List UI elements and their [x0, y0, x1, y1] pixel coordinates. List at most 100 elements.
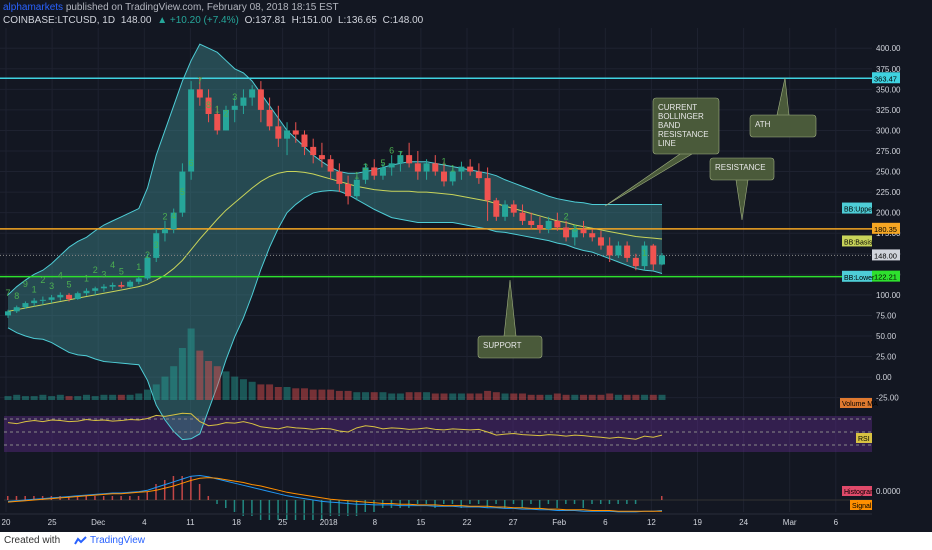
footer: Created with TradingView — [0, 532, 932, 550]
price-tick-label: 350.00 — [876, 85, 901, 94]
candle-body — [563, 227, 570, 238]
price-tick-label: 250.00 — [876, 168, 901, 177]
candle-body — [92, 288, 99, 291]
macd-histogram-bar — [68, 496, 70, 500]
volume-bar — [222, 371, 230, 400]
candle-body — [5, 311, 11, 316]
bb-upper-tag-bg — [842, 202, 872, 214]
macd-histogram-bar — [573, 500, 576, 504]
macd-histogram-bar — [181, 476, 183, 500]
volume-bar — [457, 393, 465, 400]
volume-bar — [396, 393, 404, 400]
macd-histogram-bar — [512, 500, 515, 504]
callout-text: SUPPORT — [483, 341, 522, 350]
time-tick-label: 15 — [416, 518, 425, 527]
candle-body — [458, 166, 465, 172]
td-count-label: 3 — [101, 270, 106, 280]
callout-text: BAND — [658, 121, 680, 130]
close-value: C:148.00 — [382, 15, 424, 26]
macd-histogram-bar — [565, 500, 567, 504]
macd-histogram-bar — [477, 500, 480, 504]
td-count-label: 3 — [232, 92, 237, 102]
candle-body — [223, 109, 229, 131]
candle-body — [100, 286, 107, 289]
candle-body — [632, 257, 639, 267]
volume-bar — [187, 328, 195, 400]
price-tick-label: 75.00 — [876, 311, 897, 320]
volume-bar — [56, 394, 64, 400]
volume-bar — [536, 394, 544, 400]
td-count-label: 5 — [180, 187, 185, 197]
bb-lower-line — [7, 189, 663, 441]
tradingview-brand[interactable]: TradingView — [90, 535, 146, 546]
td-count-label: 3 — [572, 224, 577, 234]
macd-histogram-bar — [15, 496, 18, 500]
callout-box — [477, 335, 543, 359]
candle-body — [292, 130, 299, 135]
price-tick-label: 0.00 — [876, 373, 892, 382]
td-count-label: 2 — [223, 108, 228, 118]
macd-histogram-bar — [347, 500, 349, 516]
time-tick-label: 6 — [603, 518, 608, 527]
macd-histogram-bar — [225, 500, 227, 508]
callout-text: CURRENT — [658, 103, 697, 112]
td-count-label: 2 — [145, 250, 150, 260]
author-name[interactable]: alphamarkets — [3, 2, 64, 13]
volume-bar — [39, 394, 47, 400]
time-tick-label: 22 — [463, 518, 472, 527]
volume-bar — [213, 366, 221, 400]
candle-body — [502, 204, 509, 217]
volume-bar — [527, 394, 535, 400]
macd-histogram-bar — [486, 500, 489, 508]
candle-body — [13, 307, 20, 312]
macd-histogram-bar — [312, 500, 314, 520]
bb-upper-line — [7, 43, 662, 296]
volume-bar — [100, 394, 108, 400]
volume-bar — [300, 388, 308, 400]
macd-pane — [4, 474, 872, 520]
candle-body — [467, 166, 474, 172]
bb-basis-tag-bg — [842, 235, 872, 247]
macd-histogram-bar — [251, 500, 253, 516]
candle-body — [397, 155, 404, 164]
publisher-line: alphamarkets published on TradingView.co… — [3, 2, 339, 13]
candle-body — [144, 257, 151, 279]
td-count-label: 2 — [93, 265, 98, 275]
td-count-label: 6 — [189, 158, 194, 168]
macd-histogram-bar — [120, 496, 122, 500]
candle-body — [66, 294, 73, 299]
callout-pointer — [735, 179, 749, 221]
candle-body — [615, 245, 622, 256]
td-count-label: 2 — [162, 211, 167, 221]
macd-line — [7, 474, 663, 513]
candle-body — [475, 171, 482, 179]
callout-pointer — [604, 153, 693, 207]
candle-body — [580, 229, 587, 234]
volume-bar — [632, 394, 640, 400]
volume-bar — [117, 394, 125, 400]
price-tick-label: 225.00 — [876, 188, 901, 197]
td-count-label: 8 — [14, 291, 19, 301]
candle-body — [379, 167, 386, 176]
td-count-label: 1 — [84, 274, 89, 284]
macd-histogram-bar — [338, 500, 340, 516]
resistance-price-tag: 180.35 — [874, 225, 897, 234]
volume-bar — [353, 392, 361, 400]
macd-histogram-bar — [303, 500, 305, 520]
price-tick-label: -25.00 — [876, 394, 899, 403]
price-tick-label: 50.00 — [876, 332, 897, 341]
candle-body — [545, 220, 552, 230]
volume-bar — [484, 390, 492, 400]
rsi-line — [7, 412, 663, 440]
callout-pointer — [503, 279, 517, 337]
macd-histogram-bar — [286, 500, 288, 520]
time-tick-label: 2018 — [320, 518, 338, 527]
support-price-tag-bg — [872, 270, 900, 282]
volume-bar — [292, 388, 300, 400]
td-count-label: 5 — [380, 158, 385, 168]
macd-histogram-bar — [634, 500, 637, 504]
candle-body — [266, 109, 273, 127]
candle-body — [659, 255, 665, 265]
last-price: 148.00 — [120, 15, 152, 26]
